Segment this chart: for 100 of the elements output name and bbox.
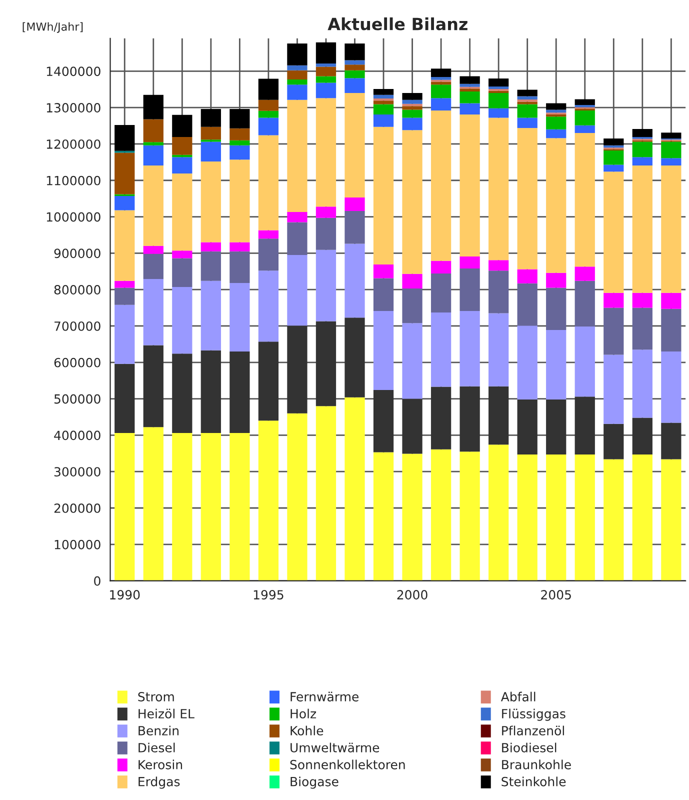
bar <box>287 80 308 85</box>
bar <box>258 110 279 118</box>
bar <box>517 269 538 284</box>
bar <box>344 70 365 78</box>
y-tick-label: 600000 <box>54 358 100 368</box>
bar <box>344 244 365 318</box>
bar <box>316 406 336 581</box>
bar <box>373 311 394 390</box>
bar <box>373 94 394 98</box>
bar <box>661 351 682 423</box>
bar <box>604 172 624 293</box>
bar <box>230 433 250 581</box>
bar <box>344 210 365 244</box>
bar <box>546 114 566 117</box>
bar <box>661 142 682 158</box>
bar <box>604 164 624 172</box>
bar <box>172 354 192 434</box>
bar <box>402 454 422 581</box>
bar <box>517 454 538 581</box>
legend-label: Heizöl EL <box>138 708 194 718</box>
bar <box>316 42 336 64</box>
bar <box>517 118 538 128</box>
legend-label: Fernwärme <box>290 692 359 702</box>
bar <box>632 454 652 581</box>
legend-label: Holz <box>290 708 316 718</box>
bar <box>143 165 164 246</box>
bar <box>517 283 538 326</box>
bar <box>143 254 164 280</box>
bar <box>517 104 538 118</box>
legend-label: Benzin <box>138 726 178 736</box>
bar <box>460 103 480 114</box>
y-tick-label: 200000 <box>54 503 100 513</box>
bar <box>661 132 682 139</box>
legend-label: Biodiesel <box>502 742 556 752</box>
bar <box>546 454 566 581</box>
y-tick-label: 700000 <box>54 321 100 331</box>
y-tick-label: 300000 <box>54 467 100 477</box>
legend-label: Steinkohle <box>502 776 566 786</box>
bar <box>574 125 595 134</box>
bar <box>316 64 336 67</box>
legend-label: Erdgas <box>138 776 180 789</box>
bar <box>316 218 336 250</box>
legend-label: Biogase <box>290 776 338 789</box>
bar <box>143 94 164 120</box>
bar <box>373 278 394 312</box>
bar <box>114 280 135 288</box>
bar <box>574 99 595 106</box>
bar <box>172 258 192 288</box>
y-tick-label: 800000 <box>54 285 100 295</box>
bar <box>344 64 365 70</box>
bar <box>488 386 509 445</box>
bar <box>574 110 595 126</box>
bar <box>287 70 308 80</box>
bar <box>114 364 135 434</box>
bar <box>546 330 566 400</box>
bar <box>344 93 365 198</box>
bar <box>172 154 192 158</box>
x-tick-label: 2000 <box>397 590 428 600</box>
bar <box>172 287 192 354</box>
bar <box>546 129 566 138</box>
bar <box>661 308 682 352</box>
bar <box>114 196 135 210</box>
bar <box>373 104 394 114</box>
bar <box>460 311 480 386</box>
bar <box>604 308 624 355</box>
bar <box>114 152 135 194</box>
bar <box>344 43 365 60</box>
bar <box>373 452 394 581</box>
bar <box>316 82 336 98</box>
bar <box>430 68 452 77</box>
bar <box>143 145 164 166</box>
bar <box>373 126 394 264</box>
bar <box>143 427 164 581</box>
bar <box>402 118 422 130</box>
bar <box>230 251 250 284</box>
y-tick-label: 1000000 <box>46 212 100 222</box>
bar <box>460 92 480 104</box>
bar <box>632 292 652 308</box>
bar <box>546 400 566 454</box>
bar <box>230 145 250 160</box>
y-tick-label: 1400000 <box>46 66 100 76</box>
bar <box>373 114 394 127</box>
y-tick-label: 1300000 <box>46 103 100 112</box>
bar <box>230 351 250 434</box>
bar <box>632 165 652 293</box>
bar <box>143 246 164 254</box>
bar <box>258 135 279 230</box>
legend-label: Abfall <box>500 692 536 702</box>
bar <box>460 84 480 87</box>
bar <box>661 292 682 309</box>
bar <box>546 288 566 330</box>
bar <box>316 206 336 218</box>
bar <box>402 288 422 324</box>
bar <box>402 110 422 118</box>
bar <box>172 157 192 174</box>
bar <box>230 283 250 352</box>
bar <box>402 398 422 454</box>
bar <box>287 100 308 212</box>
bar <box>632 157 652 166</box>
bar <box>661 422 682 460</box>
